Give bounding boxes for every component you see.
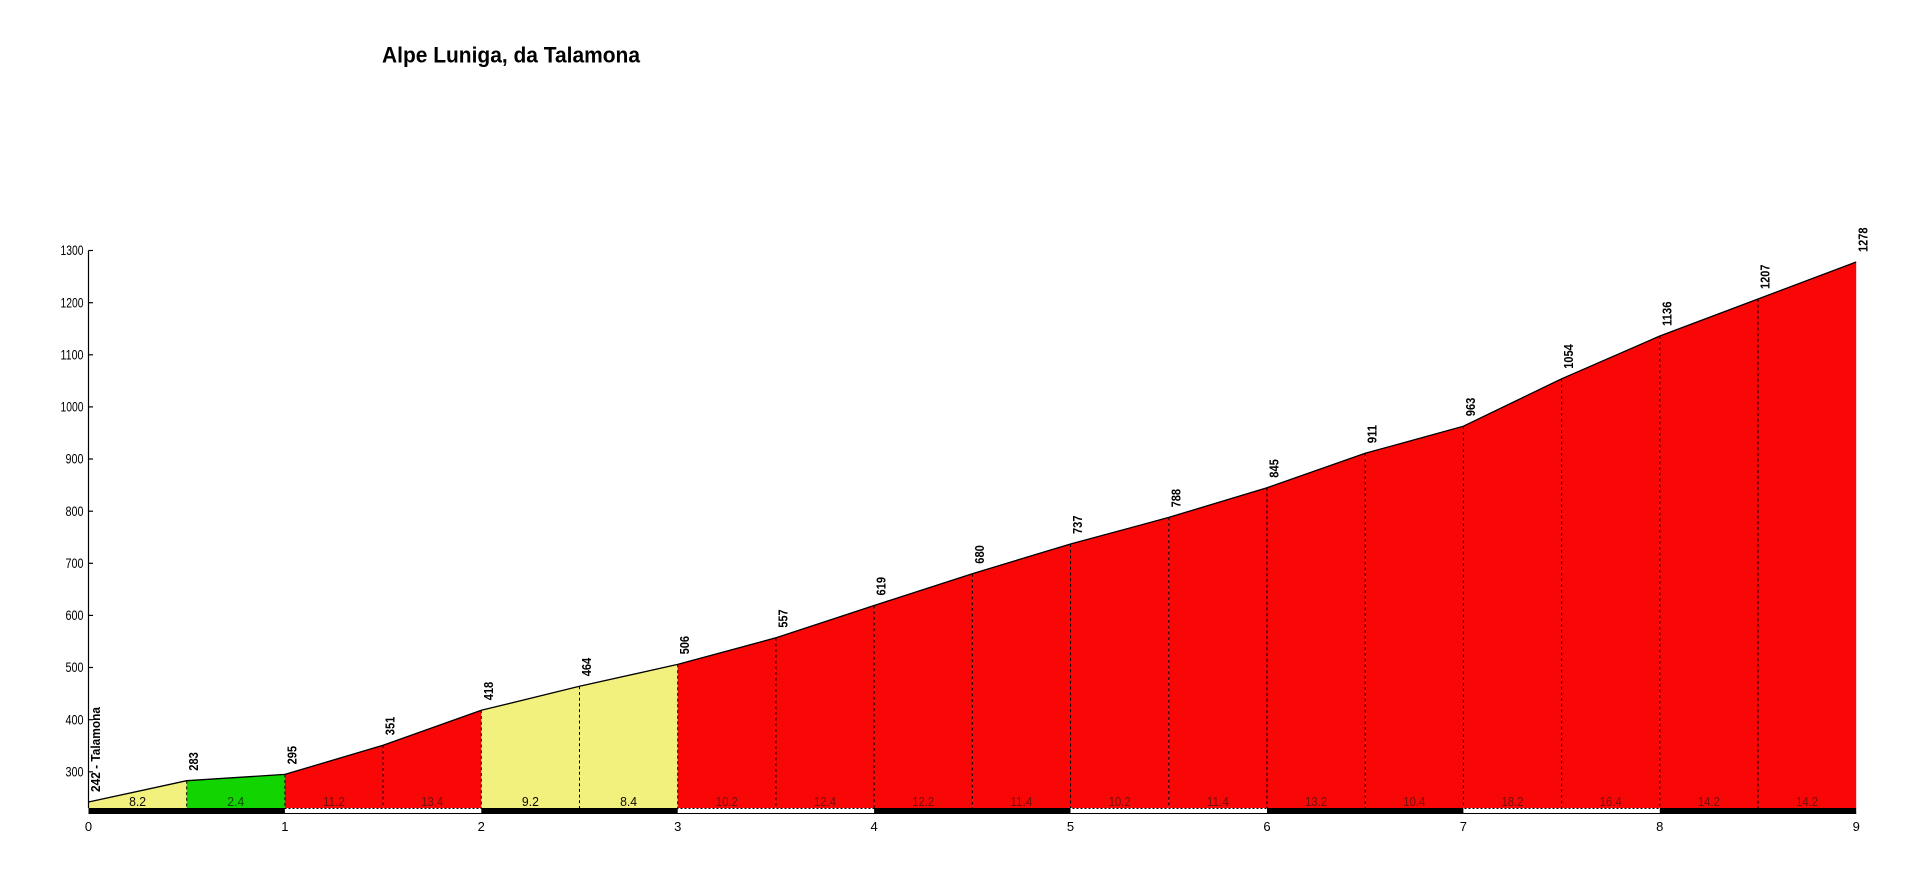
svg-text:1136: 1136 bbox=[1659, 302, 1674, 327]
svg-text:2.4: 2.4 bbox=[227, 794, 244, 809]
svg-text:10.2: 10.2 bbox=[1109, 794, 1131, 809]
svg-text:3: 3 bbox=[674, 819, 681, 834]
svg-text:11.4: 11.4 bbox=[1207, 794, 1229, 809]
svg-text:11.4: 11.4 bbox=[1010, 794, 1032, 809]
svg-text:13.4: 13.4 bbox=[421, 794, 443, 809]
svg-text:1207: 1207 bbox=[1758, 265, 1773, 290]
svg-text:557: 557 bbox=[775, 609, 790, 628]
svg-text:2: 2 bbox=[478, 819, 485, 834]
svg-text:4: 4 bbox=[870, 819, 877, 834]
svg-text:1278: 1278 bbox=[1856, 228, 1871, 253]
svg-text:13.2: 13.2 bbox=[1305, 794, 1327, 809]
svg-text:9: 9 bbox=[1853, 819, 1860, 834]
svg-text:18.2: 18.2 bbox=[1502, 794, 1524, 809]
svg-text:Alpe Luniga, da Talamona: Alpe Luniga, da Talamona bbox=[382, 43, 641, 68]
svg-text:300: 300 bbox=[66, 763, 84, 779]
svg-text:12.4: 12.4 bbox=[814, 794, 836, 809]
svg-text:845: 845 bbox=[1267, 459, 1282, 478]
svg-text:963: 963 bbox=[1463, 398, 1478, 417]
svg-text:800: 800 bbox=[66, 503, 84, 519]
svg-text:10.4: 10.4 bbox=[1403, 794, 1425, 809]
svg-text:418: 418 bbox=[481, 682, 496, 701]
svg-text:11.2: 11.2 bbox=[323, 794, 345, 809]
svg-text:700: 700 bbox=[66, 555, 84, 571]
svg-text:680: 680 bbox=[972, 545, 987, 564]
svg-text:1000: 1000 bbox=[61, 399, 84, 415]
svg-text:900: 900 bbox=[66, 451, 84, 467]
svg-text:506: 506 bbox=[677, 636, 692, 655]
svg-text:1: 1 bbox=[281, 819, 288, 834]
svg-text:10.2: 10.2 bbox=[716, 794, 738, 809]
svg-text:295: 295 bbox=[284, 746, 299, 765]
svg-text:7: 7 bbox=[1460, 819, 1467, 834]
svg-text:14.2: 14.2 bbox=[1698, 794, 1720, 809]
svg-text:351: 351 bbox=[383, 717, 398, 736]
svg-text:14.2: 14.2 bbox=[1796, 794, 1818, 809]
svg-text:1200: 1200 bbox=[61, 294, 84, 310]
svg-text:6: 6 bbox=[1263, 819, 1270, 834]
svg-text:8.2: 8.2 bbox=[129, 794, 146, 809]
svg-text:600: 600 bbox=[66, 607, 84, 623]
svg-text:1300: 1300 bbox=[61, 242, 84, 258]
svg-text:242 - Talamona: 242 - Talamona bbox=[88, 706, 103, 792]
svg-text:788: 788 bbox=[1168, 489, 1183, 508]
svg-text:737: 737 bbox=[1070, 516, 1085, 535]
svg-text:0: 0 bbox=[85, 819, 92, 834]
svg-text:619: 619 bbox=[874, 577, 889, 596]
svg-text:500: 500 bbox=[66, 659, 84, 675]
svg-text:1100: 1100 bbox=[61, 346, 84, 362]
svg-text:12.2: 12.2 bbox=[912, 794, 934, 809]
svg-text:5: 5 bbox=[1067, 819, 1074, 834]
svg-text:464: 464 bbox=[579, 657, 594, 676]
svg-text:400: 400 bbox=[66, 711, 84, 727]
svg-text:283: 283 bbox=[186, 752, 201, 771]
svg-text:8.4: 8.4 bbox=[620, 794, 637, 809]
svg-text:1054: 1054 bbox=[1561, 344, 1576, 369]
svg-text:8: 8 bbox=[1656, 819, 1663, 834]
svg-text:16.4: 16.4 bbox=[1600, 794, 1622, 809]
svg-text:9.2: 9.2 bbox=[522, 794, 539, 809]
svg-text:911: 911 bbox=[1365, 425, 1380, 444]
